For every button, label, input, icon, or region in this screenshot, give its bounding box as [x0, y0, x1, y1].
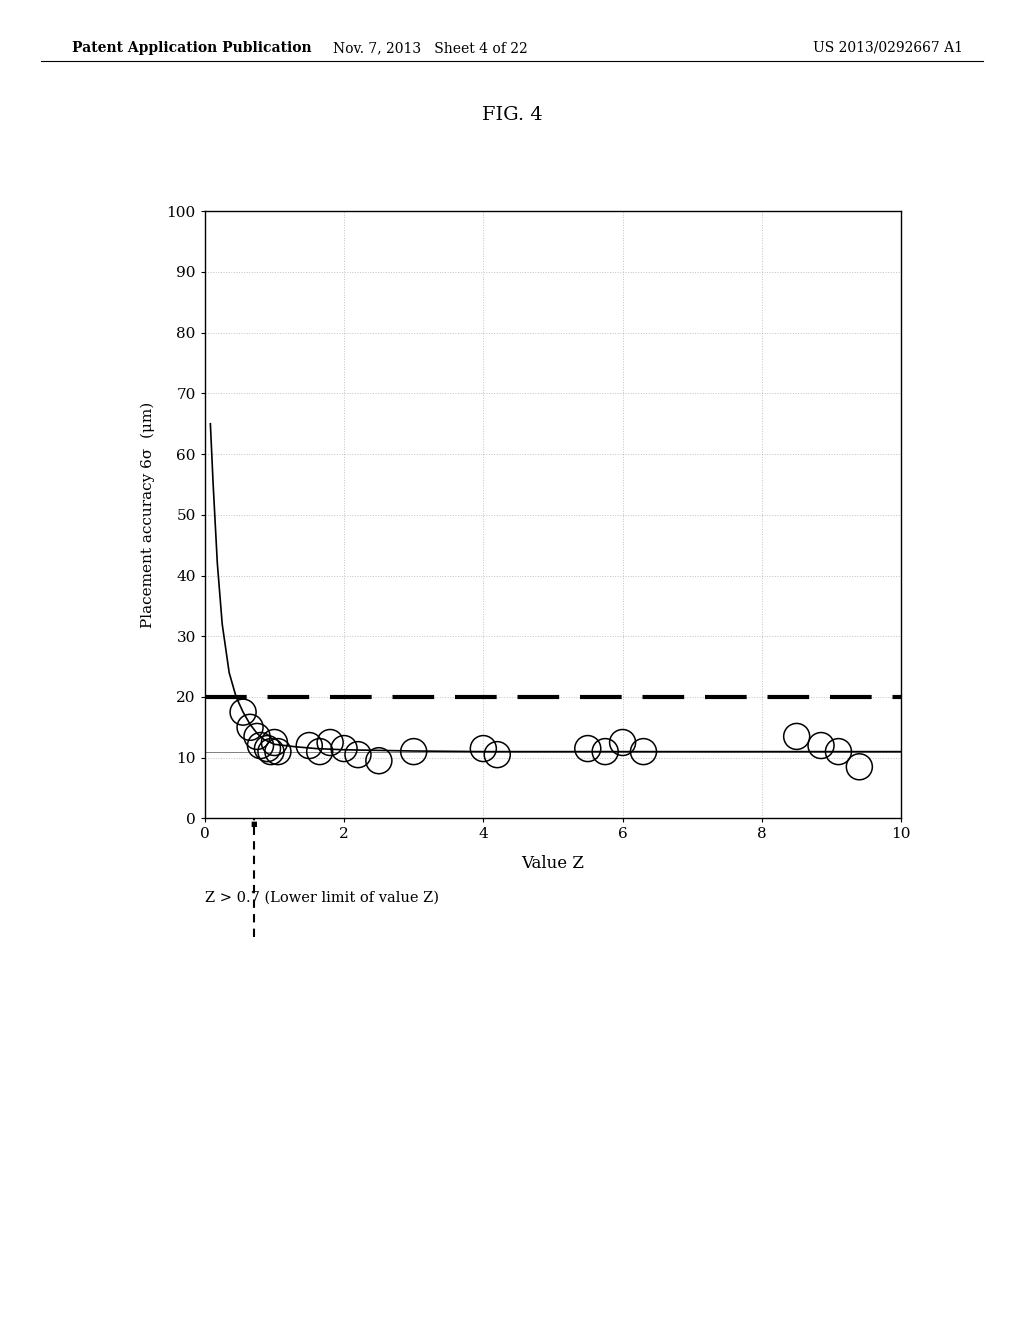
X-axis label: Value Z: Value Z	[521, 855, 585, 873]
Text: Patent Application Publication: Patent Application Publication	[72, 41, 311, 55]
Y-axis label: Placement accuracy 6σ  (μm): Placement accuracy 6σ (μm)	[141, 401, 156, 628]
Text: Z > 0.7 (Lower limit of value Z): Z > 0.7 (Lower limit of value Z)	[205, 891, 439, 906]
Text: Nov. 7, 2013   Sheet 4 of 22: Nov. 7, 2013 Sheet 4 of 22	[333, 41, 527, 55]
Text: US 2013/0292667 A1: US 2013/0292667 A1	[813, 41, 963, 55]
Text: FIG. 4: FIG. 4	[481, 106, 543, 124]
Text: ■: ■	[250, 821, 257, 828]
